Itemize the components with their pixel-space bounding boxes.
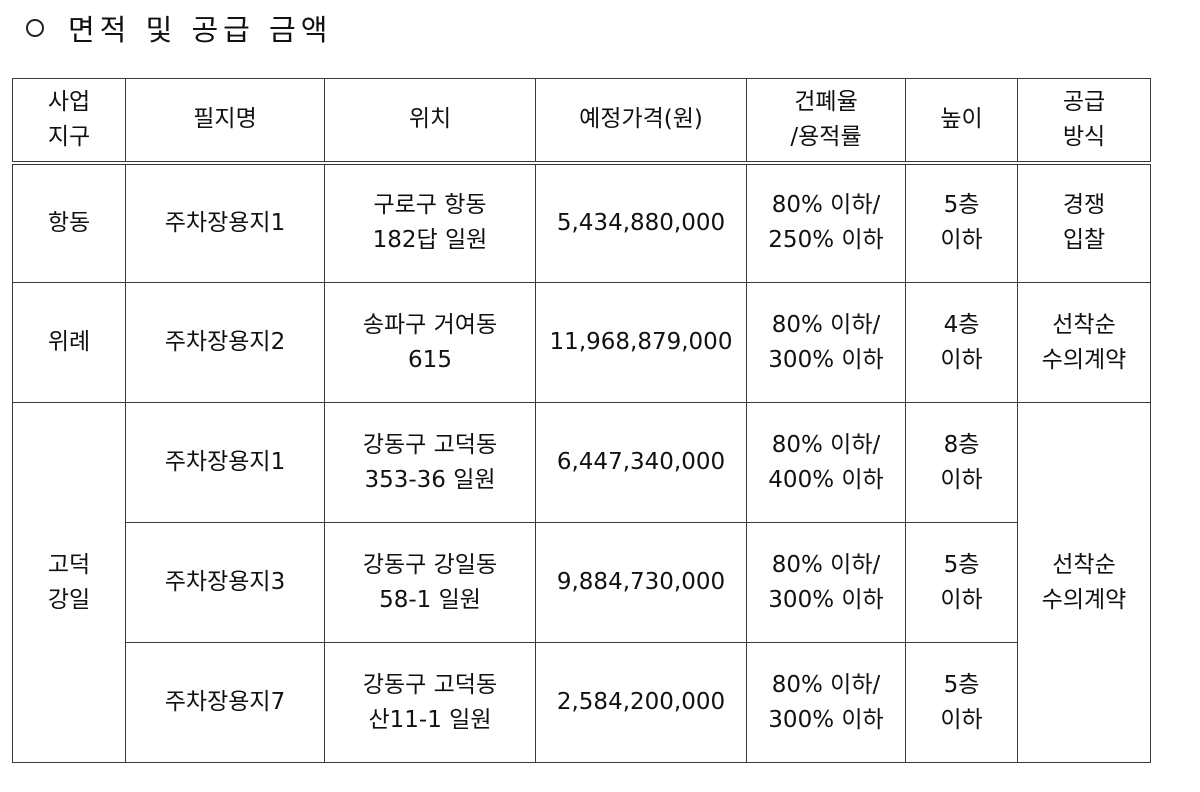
district-cell: 위례 (12, 282, 126, 403)
column-header-supply-method: 공급 방식 (1017, 78, 1151, 165)
district-cell: 고덕 강일 (12, 402, 126, 763)
supply-method-cell: 선착순 수의계약 (1017, 402, 1151, 763)
ratio-cell: 80% 이하/ 400% 이하 (746, 402, 906, 523)
column-header-ratio: 건폐율 /용적률 (746, 78, 906, 165)
location-cell: 구로구 항동 182답 일원 (324, 162, 536, 283)
column-header-district: 사업 지구 (12, 78, 126, 165)
ratio-cell: 80% 이하/ 300% 이하 (746, 282, 906, 403)
price-cell: 5,434,880,000 (535, 162, 747, 283)
parcel-cell: 주차장용지7 (125, 642, 325, 763)
supply-method-cell: 경쟁 입찰 (1017, 162, 1151, 283)
parcel-cell: 주차장용지3 (125, 522, 325, 643)
height-cell: 5층 이하 (905, 522, 1018, 643)
supply-method-cell: 선착순 수의계약 (1017, 282, 1151, 403)
header-row: 사업 지구 필지명 위치 예정가격(원) 건폐율 /용적률 높이 공급 방식 (12, 78, 1151, 165)
column-header-height: 높이 (905, 78, 1018, 165)
district-cell: 항동 (12, 162, 126, 283)
table-row: 고덕 강일 주차장용지1 강동구 고덕동 353-36 일원 6,447,340… (12, 402, 1151, 763)
height-cell: 5층 이하 (905, 642, 1018, 763)
price-cell: 6,447,340,000 (535, 402, 747, 523)
table-row: 주차장용지3 강동구 강일동 58-1 일원 9,884,730,000 80%… (13, 522, 1151, 643)
table-row: 주차장용지7 강동구 고덕동 산11-1 일원 2,584,200,000 80… (13, 642, 1151, 763)
parcel-cell: 주차장용지1 (125, 402, 325, 523)
location-cell: 강동구 고덕동 353-36 일원 (324, 402, 536, 523)
circle-bullet-icon (26, 19, 44, 37)
column-header-parcel: 필지명 (125, 78, 325, 165)
height-cell: 4층 이하 (905, 282, 1018, 403)
price-cell: 9,884,730,000 (535, 522, 747, 643)
location-cell: 강동구 고덕동 산11-1 일원 (324, 642, 536, 763)
parcel-cell: 주차장용지2 (125, 282, 325, 403)
supply-table: 사업 지구 필지명 위치 예정가격(원) 건폐율 /용적률 높이 공급 방식 (12, 78, 1151, 763)
height-cell: 8층 이하 (905, 402, 1018, 523)
table-row: 항동 주차장용지1 구로구 항동 182답 일원 5,434,880,000 8… (12, 162, 1151, 283)
parcel-cell: 주차장용지1 (125, 162, 325, 283)
section-heading: 면적 및 공급 금액 (26, 8, 332, 48)
ratio-cell: 80% 이하/ 300% 이하 (746, 522, 906, 643)
table-row: 위례 주차장용지2 송파구 거여동 615 11,968,879,000 80%… (12, 282, 1151, 403)
price-cell: 11,968,879,000 (535, 282, 747, 403)
ratio-cell: 80% 이하/ 250% 이하 (746, 162, 906, 283)
price-cell: 2,584,200,000 (535, 642, 747, 763)
section-title: 면적 및 공급 금액 (68, 13, 333, 47)
height-cell: 5층 이하 (905, 162, 1018, 283)
column-header-price: 예정가격(원) (535, 78, 747, 165)
location-cell: 강동구 강일동 58-1 일원 (324, 522, 536, 643)
ratio-cell: 80% 이하/ 300% 이하 (746, 642, 906, 763)
column-header-location: 위치 (324, 78, 536, 165)
location-cell: 송파구 거여동 615 (324, 282, 536, 403)
